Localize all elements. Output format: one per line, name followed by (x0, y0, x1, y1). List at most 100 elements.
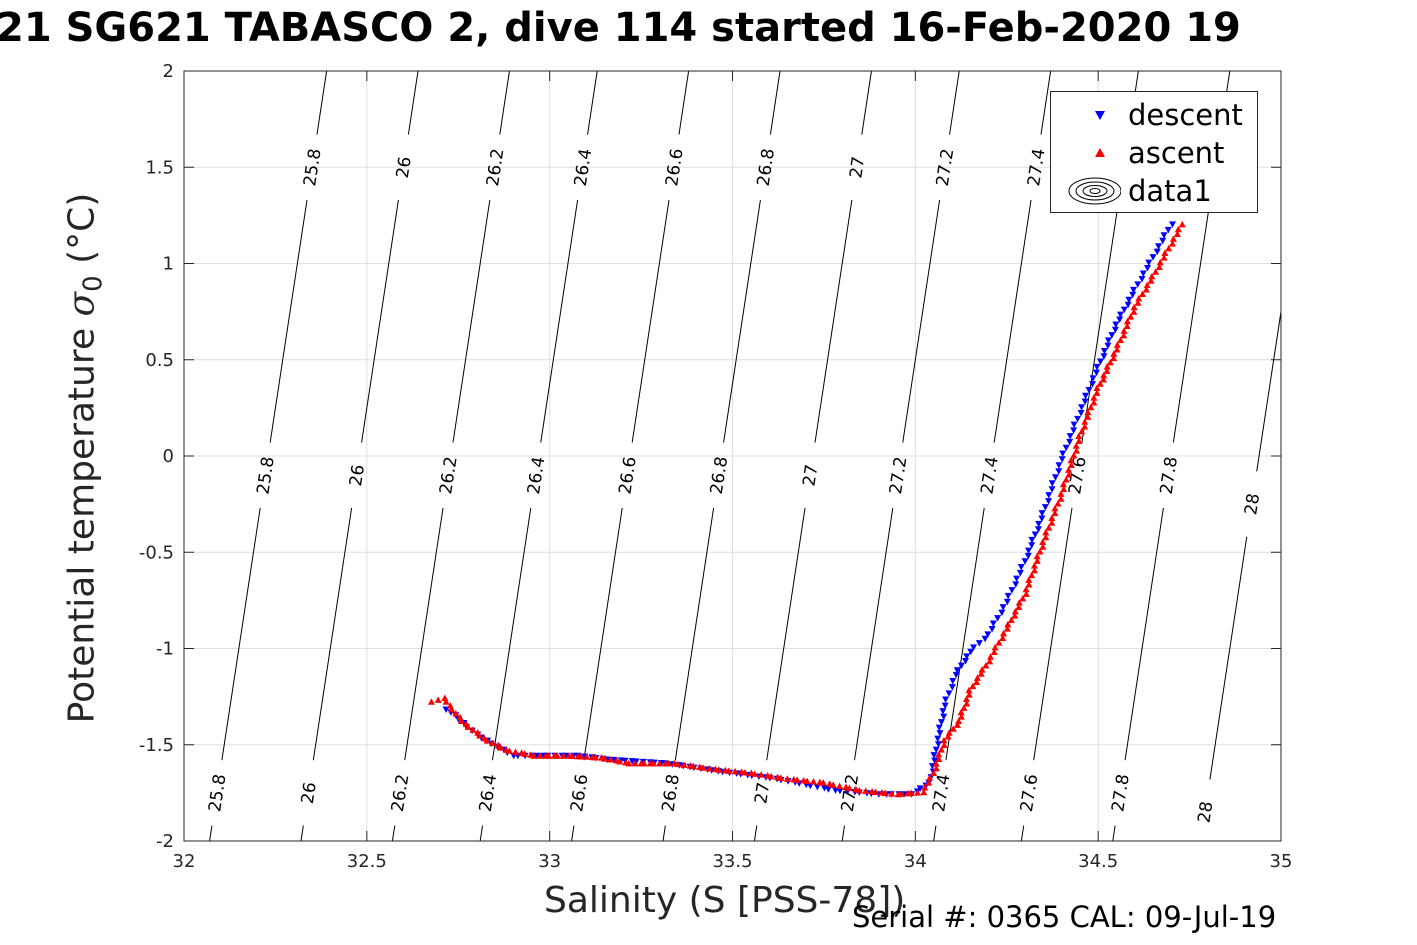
ascent-marker (625, 759, 633, 767)
descent-marker (962, 657, 970, 665)
y-tick-label: 2 (163, 61, 174, 82)
descent-marker (1112, 321, 1120, 328)
ascent-marker (1143, 281, 1151, 289)
ascent-marker (715, 766, 723, 773)
triangle-down-icon (1095, 111, 1105, 120)
descent-marker (1139, 270, 1147, 277)
legend-label-descent: descent (1128, 98, 1243, 132)
legend: descent ascent data1 (1050, 91, 1258, 213)
ascent-marker (1113, 346, 1121, 353)
sigma-contour-line (407, 70, 419, 135)
sigma-contour-line (993, 199, 1032, 443)
ascent-marker (1117, 336, 1125, 344)
descent-marker (1104, 337, 1112, 344)
ascent-marker (1075, 432, 1083, 440)
ascent-marker (1025, 576, 1033, 583)
ascent-marker (872, 788, 880, 795)
ascent-marker (1036, 547, 1044, 555)
triangle-up-icon (1095, 148, 1105, 157)
ascent-marker (1078, 427, 1086, 435)
ascent-marker (1015, 599, 1023, 606)
ascent-marker (1174, 225, 1182, 233)
descent-marker (1120, 306, 1128, 314)
sigma-contour-line (769, 70, 781, 135)
ascent-marker (497, 744, 505, 751)
ascent-marker (655, 759, 663, 767)
sigma-contour-line (1256, 311, 1282, 472)
ascent-marker (640, 759, 648, 767)
ascent-marker (937, 746, 945, 753)
descent-marker (988, 625, 996, 633)
ascent-marker (1139, 290, 1147, 297)
ascent-marker (1120, 331, 1128, 339)
ascent-marker (1003, 625, 1011, 632)
ascent-marker (483, 737, 491, 744)
descent-marker (632, 758, 640, 765)
sigma-contour-line (723, 199, 761, 443)
sigma-contour-label: 27 (846, 155, 869, 179)
descent-marker (1028, 542, 1036, 549)
descent-marker (1134, 281, 1142, 288)
ascent-marker (921, 783, 929, 791)
sigma-contour-label: 27 (799, 463, 822, 487)
descent-marker (1055, 468, 1063, 475)
ascent-marker (973, 678, 981, 685)
ascent-marker (601, 755, 609, 762)
descent-marker (999, 604, 1007, 611)
ascent-marker (505, 747, 513, 754)
ascent-marker (907, 789, 915, 797)
sigma-contour-line (404, 507, 444, 761)
descent-marker (1070, 427, 1078, 434)
descent-marker (1024, 552, 1032, 560)
sigma-contour-line (312, 507, 353, 761)
ascent-marker (1110, 350, 1118, 357)
ascent-marker (793, 776, 801, 783)
ascent-marker (945, 729, 953, 736)
sigma-contour-label: 28 (1241, 492, 1264, 516)
descent-marker (984, 631, 992, 638)
ascent-marker (783, 775, 791, 782)
ascent-marker (434, 696, 442, 703)
ascent-marker (649, 759, 657, 767)
y-axis-label: Potential temperature σ0 (°C) (61, 193, 114, 724)
ascent-marker (1123, 317, 1131, 325)
ascent-marker (1147, 277, 1155, 284)
descent-marker (1066, 433, 1074, 440)
descent-marker (1041, 504, 1049, 511)
ascent-marker (1093, 389, 1101, 396)
descent-marker (948, 684, 956, 691)
descent-marker (937, 719, 945, 726)
ascent-marker (1054, 500, 1062, 507)
sigma-contour-line (221, 507, 261, 761)
ascent-marker (1022, 590, 1030, 597)
sigma-contour-line (479, 825, 484, 842)
ascent-marker (1173, 230, 1181, 238)
descent-marker (1021, 558, 1029, 565)
ascent-marker (1072, 442, 1080, 449)
descent-marker (1116, 316, 1124, 324)
ascent-marker (674, 760, 682, 768)
sigma-contour-line (631, 199, 670, 443)
ascent-marker (705, 764, 713, 772)
descent-marker (1016, 569, 1024, 577)
ascent-marker (1148, 272, 1156, 280)
ascent-marker (1169, 240, 1176, 247)
ascent-marker (1025, 581, 1033, 588)
ascent-marker (973, 674, 981, 681)
ascent-marker (932, 760, 940, 767)
descent-marker (998, 609, 1006, 617)
y-tick-label: 0 (163, 446, 174, 467)
descent-marker (1108, 332, 1116, 339)
sigma-contour-label: 26 (298, 781, 321, 805)
sigma-contour-line (902, 199, 941, 443)
descent-marker (916, 785, 924, 792)
x-axis-label: Salinity (S [PSS-78]) (544, 880, 906, 921)
descent-marker (1125, 296, 1133, 304)
descent-marker (970, 644, 978, 651)
x-tick-label: 32.5 (347, 851, 387, 872)
sigma-contour-line (753, 825, 758, 842)
ascent-marker (1042, 533, 1050, 541)
descent-marker (1074, 415, 1082, 423)
ascent-marker (751, 770, 759, 777)
descent-marker (935, 724, 943, 732)
